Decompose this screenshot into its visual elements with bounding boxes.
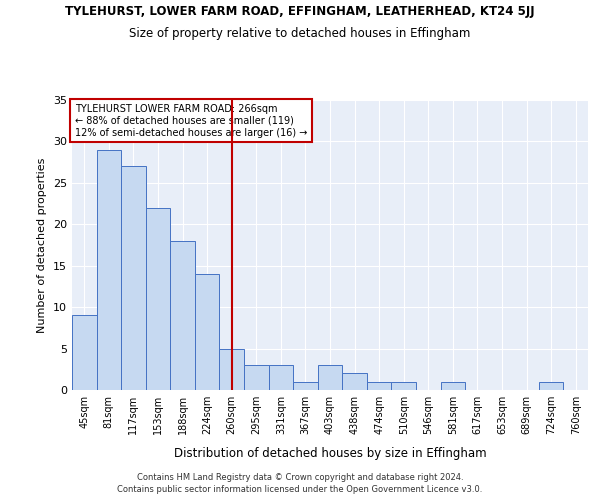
- Text: Contains public sector information licensed under the Open Government Licence v3: Contains public sector information licen…: [118, 485, 482, 494]
- Bar: [121, 166, 146, 390]
- Bar: [440, 382, 465, 390]
- Bar: [269, 365, 293, 390]
- Bar: [391, 382, 416, 390]
- Bar: [293, 382, 318, 390]
- Bar: [195, 274, 220, 390]
- Bar: [97, 150, 121, 390]
- Bar: [244, 365, 269, 390]
- Text: TYLEHURST, LOWER FARM ROAD, EFFINGHAM, LEATHERHEAD, KT24 5JJ: TYLEHURST, LOWER FARM ROAD, EFFINGHAM, L…: [65, 5, 535, 18]
- Bar: [220, 348, 244, 390]
- Y-axis label: Number of detached properties: Number of detached properties: [37, 158, 47, 332]
- Bar: [146, 208, 170, 390]
- Bar: [539, 382, 563, 390]
- Bar: [318, 365, 342, 390]
- Bar: [170, 241, 195, 390]
- Bar: [72, 316, 97, 390]
- Text: Distribution of detached houses by size in Effingham: Distribution of detached houses by size …: [173, 448, 487, 460]
- Bar: [367, 382, 391, 390]
- Text: TYLEHURST LOWER FARM ROAD: 266sqm
← 88% of detached houses are smaller (119)
12%: TYLEHURST LOWER FARM ROAD: 266sqm ← 88% …: [74, 104, 307, 138]
- Text: Size of property relative to detached houses in Effingham: Size of property relative to detached ho…: [130, 28, 470, 40]
- Bar: [342, 374, 367, 390]
- Text: Contains HM Land Registry data © Crown copyright and database right 2024.: Contains HM Land Registry data © Crown c…: [137, 472, 463, 482]
